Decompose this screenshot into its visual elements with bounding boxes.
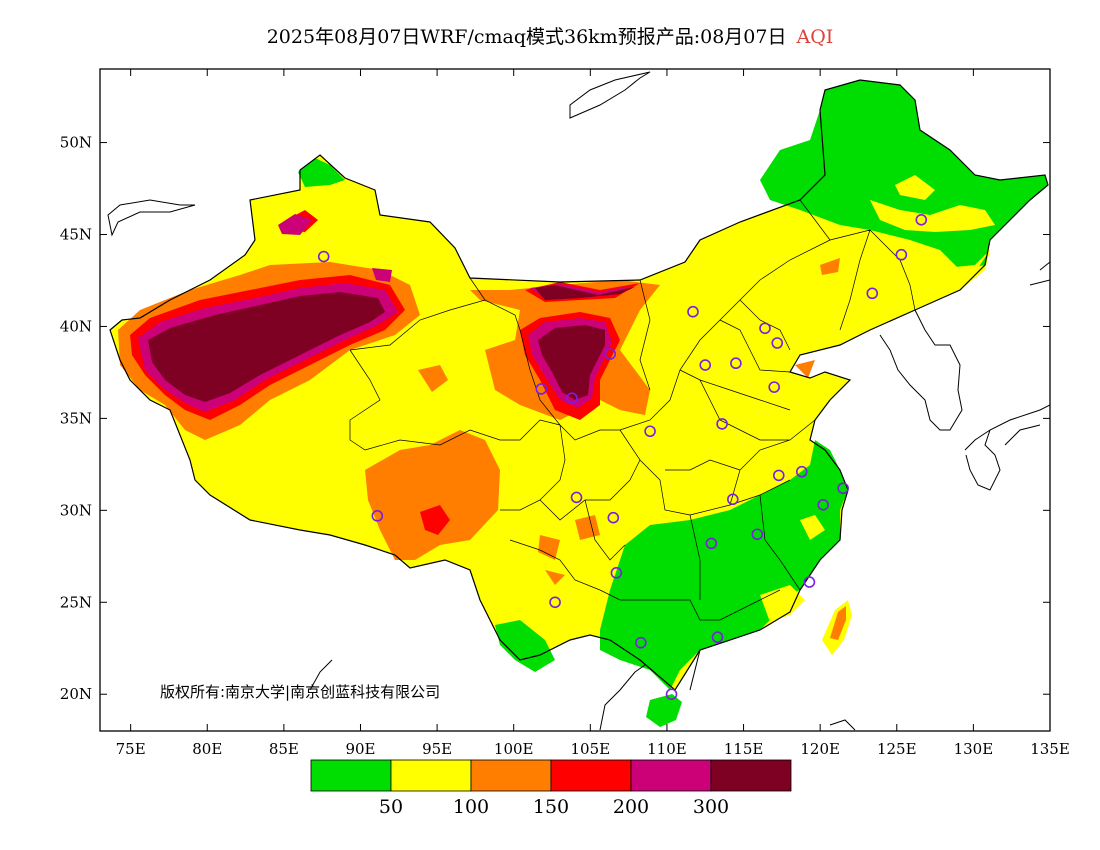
aqi-area-yellow-northeast bbox=[870, 175, 995, 285]
city-marker bbox=[604, 348, 617, 360]
lon-tick-label: 120E bbox=[800, 740, 840, 758]
lon-tick-label: 135E bbox=[1030, 740, 1070, 758]
legend-label: 50 bbox=[379, 796, 403, 818]
city-marker bbox=[711, 631, 724, 644]
legend-swatch bbox=[470, 759, 552, 792]
city-marker bbox=[768, 381, 780, 393]
aqi-area-orange-tibet bbox=[365, 430, 500, 560]
lat-tick-label: 25N bbox=[60, 593, 92, 611]
legend-swatch bbox=[310, 759, 392, 792]
lon-tick-label: 85E bbox=[269, 740, 299, 758]
city-marker bbox=[317, 250, 330, 263]
lon-tick-label: 90E bbox=[345, 740, 375, 758]
coastline-japan bbox=[964, 404, 1050, 491]
legend-swatch bbox=[390, 759, 472, 792]
aqi-area-green-northwest bbox=[298, 158, 345, 187]
lon-tick-label: 110E bbox=[647, 740, 687, 758]
city-marker bbox=[817, 499, 830, 511]
city-marker bbox=[371, 510, 384, 522]
lon-tick-label: 115E bbox=[724, 740, 764, 758]
lat-tick-label: 40N bbox=[60, 317, 92, 335]
city-marker bbox=[687, 305, 699, 318]
city-marker bbox=[665, 688, 678, 701]
longitude-axis: 75E 80E 85E 90E 95E 100E 105E 110E 115E 120E 125E 1… bbox=[116, 69, 1070, 758]
city-marker bbox=[535, 383, 548, 395]
aqi-area-yellow-south bbox=[760, 515, 825, 622]
legend-swatch bbox=[630, 759, 712, 792]
coastline-indochina bbox=[309, 649, 701, 731]
city-marker bbox=[610, 567, 623, 579]
map-area bbox=[107, 71, 1050, 731]
coastline-okhotsk bbox=[569, 71, 651, 119]
city-marker bbox=[705, 537, 718, 550]
city-marker bbox=[915, 213, 928, 226]
aqi-area-green-yunnan bbox=[495, 620, 555, 672]
lat-tick-label: 45N bbox=[60, 226, 92, 244]
legend-label: 150 bbox=[533, 796, 569, 818]
city-marker bbox=[866, 287, 879, 300]
coastline-caspian bbox=[107, 199, 196, 237]
lat-tick-label: 30N bbox=[60, 501, 92, 519]
city-marker bbox=[771, 337, 784, 349]
city-marker bbox=[803, 576, 816, 588]
title-text: 2025年08月07日WRF/cmaq模式36km预报产品:08月07日 bbox=[266, 26, 787, 48]
city-marker bbox=[566, 392, 578, 404]
coastline-korea bbox=[879, 309, 963, 431]
copyright-text: 版权所有:南京大学|南京创蓝科技有限公司 bbox=[160, 683, 440, 701]
city-marker bbox=[751, 528, 764, 541]
lon-tick-label: 100E bbox=[494, 740, 534, 758]
aqi-legend: 50 100 150 200 300 bbox=[310, 759, 792, 818]
aqi-area-green-south bbox=[600, 440, 848, 690]
lat-tick-label: 35N bbox=[60, 409, 92, 427]
legend-label: 300 bbox=[693, 796, 729, 818]
lon-tick-label: 105E bbox=[571, 740, 611, 758]
country-boundary bbox=[109, 79, 1049, 691]
aqi-area-green-hainan bbox=[646, 694, 682, 727]
city-marker bbox=[795, 465, 808, 478]
legend-label: 100 bbox=[453, 796, 489, 818]
city-marker bbox=[644, 425, 656, 438]
latitude-axis: 20N 25N 30N 35N 40N 45N 50N bbox=[60, 134, 1050, 703]
lat-tick-label: 20N bbox=[60, 685, 92, 703]
coastline-philippines bbox=[829, 719, 856, 731]
map-frame bbox=[99, 68, 1051, 732]
city-marker bbox=[635, 636, 647, 649]
city-marker bbox=[730, 357, 742, 370]
lon-tick-label: 95E bbox=[422, 740, 452, 758]
lat-tick-label: 50N bbox=[60, 134, 92, 152]
city-marker bbox=[895, 248, 908, 261]
city-marker bbox=[759, 322, 771, 335]
legend-label: 200 bbox=[613, 796, 649, 818]
city-marker bbox=[772, 469, 785, 482]
legend-swatch bbox=[710, 759, 792, 792]
legend-swatch bbox=[550, 759, 632, 792]
city-marker bbox=[607, 511, 620, 524]
city-marker bbox=[570, 491, 583, 504]
coastline-sakhalin bbox=[1029, 261, 1050, 286]
lon-tick-label: 130E bbox=[954, 740, 994, 758]
lon-tick-label: 80E bbox=[192, 740, 222, 758]
lon-tick-label: 75E bbox=[116, 740, 146, 758]
city-marker bbox=[716, 418, 728, 430]
aqi-area-magenta-spot bbox=[278, 214, 392, 282]
city-markers bbox=[317, 213, 928, 701]
aqi-area-maroon-loess bbox=[535, 285, 635, 400]
city-marker bbox=[727, 493, 739, 506]
city-marker bbox=[549, 596, 561, 609]
aqi-area-orange-taiwan bbox=[830, 606, 846, 640]
aqi-label: AQI bbox=[796, 26, 834, 48]
aqi-area-maroon-tarim bbox=[148, 292, 385, 402]
city-marker bbox=[837, 482, 849, 495]
lon-tick-label: 125E bbox=[877, 740, 917, 758]
city-marker bbox=[699, 359, 712, 371]
chart-title: 2025年08月07日WRF/cmaq模式36km预报产品:08月07日 AQI bbox=[0, 22, 1100, 49]
province-boundaries bbox=[349, 199, 916, 621]
